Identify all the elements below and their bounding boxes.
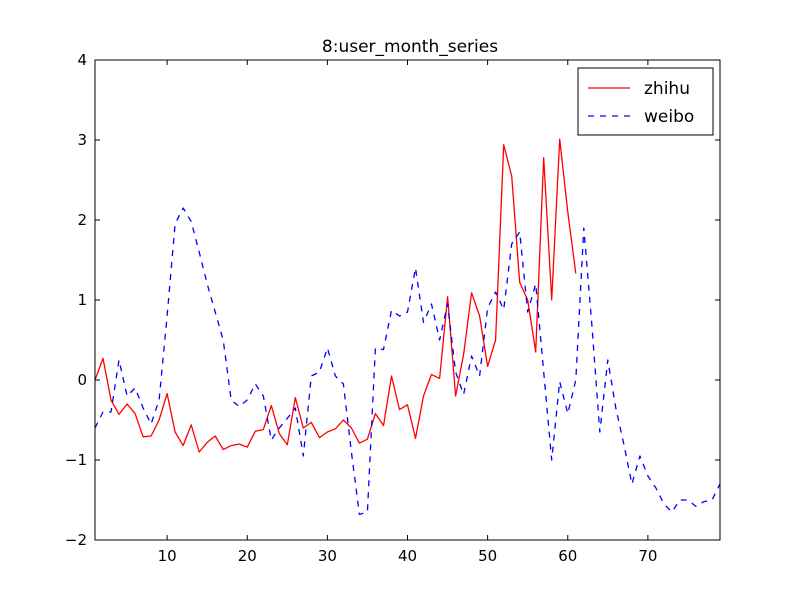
legend: zhihu weibo: [577, 67, 714, 136]
chart-title: 8:user_month_series: [322, 37, 498, 57]
x-tick-label: 50: [478, 547, 497, 565]
y-tick-label: 1: [77, 291, 87, 309]
x-tick-label: 30: [318, 547, 337, 565]
y-tick-label: 3: [77, 131, 87, 149]
y-tick-label: −1: [65, 451, 87, 469]
x-tick-label: 10: [158, 547, 177, 565]
y-tick-label: 0: [77, 371, 87, 389]
legend-label-zhihu: zhihu: [644, 79, 690, 99]
y-tick-label: −2: [65, 531, 87, 549]
legend-label-weibo: weibo: [644, 107, 694, 127]
series-line-weibo: [94, 207, 721, 516]
series-layer: [94, 138, 721, 516]
ticks-layer: 10 20 30 40 50 60 70 −2 −1 0 1 2 3 4: [65, 51, 720, 565]
y-tick-label: 2: [77, 211, 87, 229]
x-tick-label: 60: [558, 547, 577, 565]
y-tick-label: 4: [77, 51, 87, 69]
x-tick-label: 20: [238, 547, 257, 565]
legend-box: [577, 67, 714, 136]
x-tick-label: 70: [638, 547, 657, 565]
series-line-zhihu: [94, 138, 577, 453]
x-tick-label: 40: [398, 547, 417, 565]
